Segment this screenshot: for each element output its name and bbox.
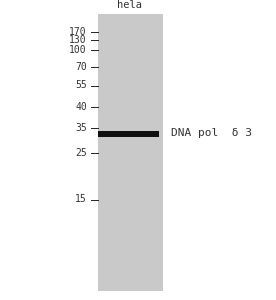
Text: 130: 130 [69,35,87,45]
Text: 35: 35 [75,123,87,133]
Text: hela: hela [117,1,142,10]
Text: 15: 15 [75,194,87,205]
Text: DNA pol  δ 3: DNA pol δ 3 [171,128,252,139]
Text: 100: 100 [69,45,87,56]
Text: 70: 70 [75,62,87,72]
Bar [98,14,163,291]
Text: 170: 170 [69,27,87,37]
Bar [98,130,159,136]
Text: 55: 55 [75,80,87,91]
Text: 40: 40 [75,101,87,112]
Text: 25: 25 [75,148,87,158]
